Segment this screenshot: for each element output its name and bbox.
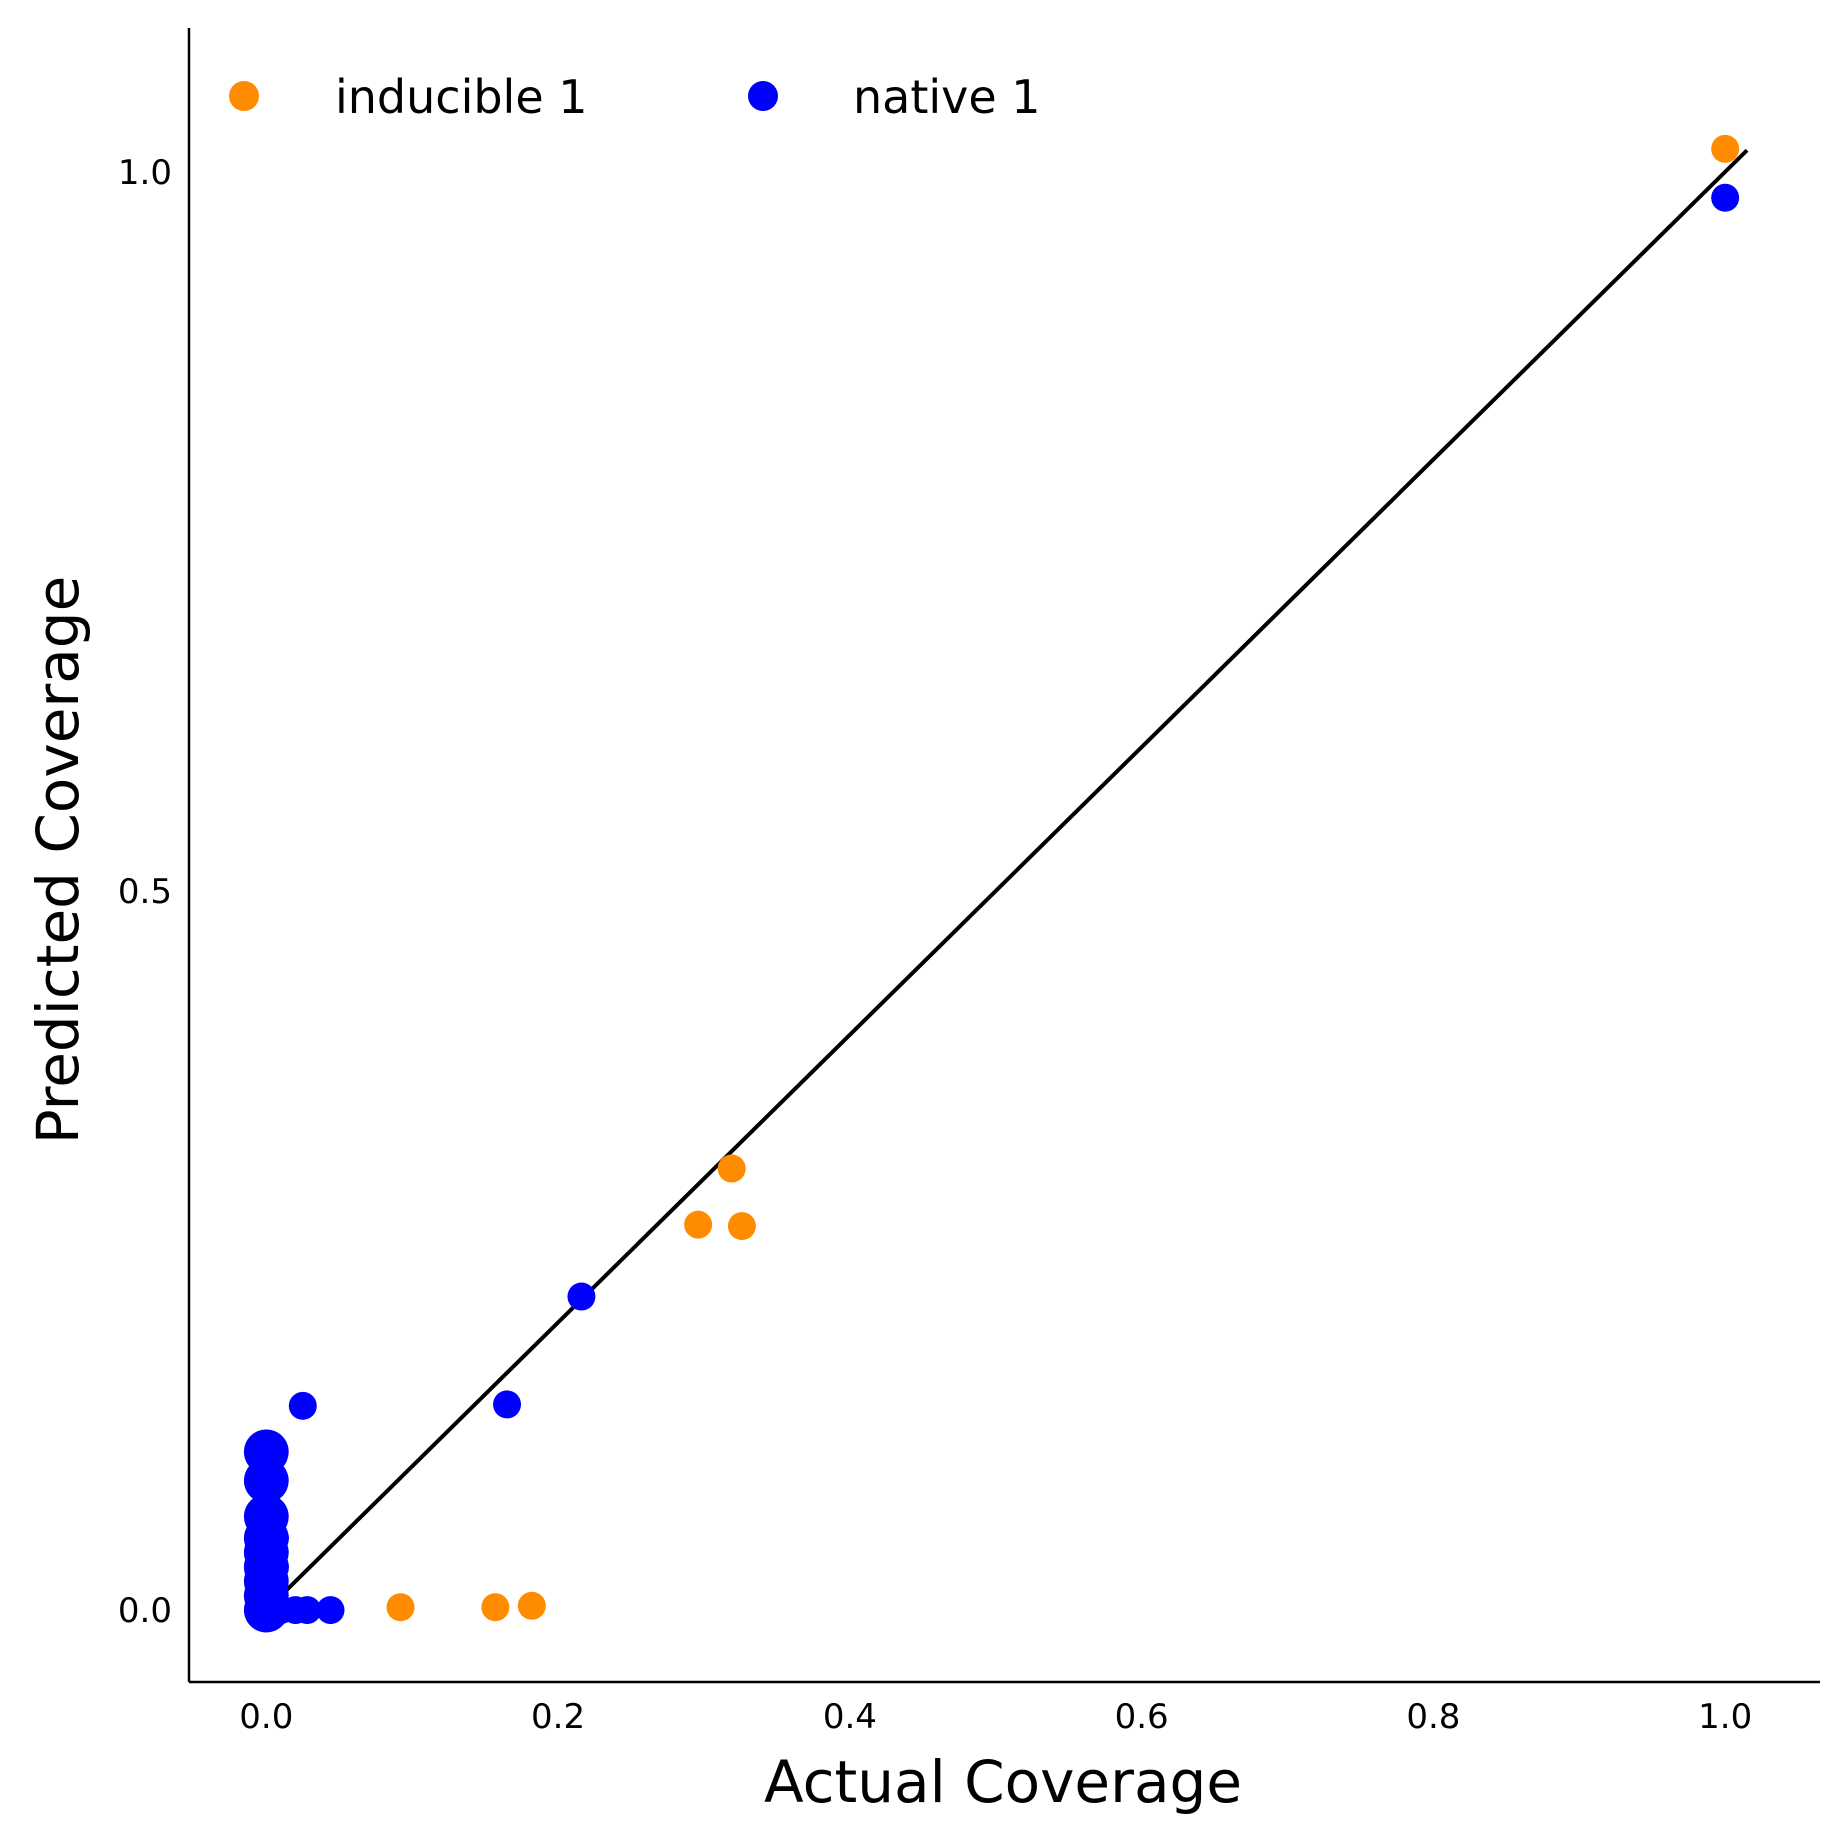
legend-marker-inducible (229, 81, 259, 111)
x-tick-label: 0.2 (531, 1697, 585, 1737)
x-tick-label: 0.0 (239, 1697, 293, 1737)
native-point-17 (316, 1596, 345, 1625)
inducible-point-4 (717, 1154, 746, 1183)
native-point-19 (493, 1390, 522, 1419)
native-point-8 (243, 1429, 289, 1475)
inducible-point-3 (684, 1210, 713, 1239)
inducible-point-2 (517, 1591, 546, 1620)
native-point-11 (255, 1550, 289, 1584)
x-tick-label: 0.4 (823, 1697, 877, 1737)
y-tick-label: 0.0 (118, 1591, 172, 1631)
identity-line (264, 148, 1749, 1612)
y-tick-labels: 0.0 0.5 1.0 (118, 153, 172, 1631)
native-point-16 (293, 1596, 322, 1625)
y-tick-label: 0.5 (118, 872, 172, 912)
inducible-point-6 (1711, 134, 1740, 163)
inducible-point-5 (727, 1212, 756, 1241)
x-axis-title: Actual Coverage (764, 1748, 1242, 1816)
native-point-18 (288, 1391, 317, 1420)
points-layer (243, 134, 1740, 1633)
x-tick-label: 1.0 (1698, 1697, 1752, 1737)
native-point-21 (1711, 183, 1740, 212)
legend-label-inducible: inducible 1 (335, 70, 588, 124)
native-point-20 (567, 1282, 596, 1311)
inducible-point-1 (481, 1593, 510, 1622)
x-tick-label: 0.8 (1406, 1697, 1460, 1737)
y-axis-title: Predicted Coverage (24, 576, 92, 1145)
legend-label-native: native 1 (853, 70, 1041, 124)
x-tick-labels: 0.0 0.2 0.4 0.6 0.8 1.0 (239, 1697, 1752, 1737)
native-point-12 (255, 1521, 289, 1555)
legend-marker-native (748, 81, 778, 111)
legend: inducible 1 native 1 (229, 70, 1041, 124)
inducible-point-0 (386, 1593, 415, 1622)
x-tick-label: 0.6 (1115, 1697, 1169, 1737)
y-tick-label: 1.0 (118, 153, 172, 193)
